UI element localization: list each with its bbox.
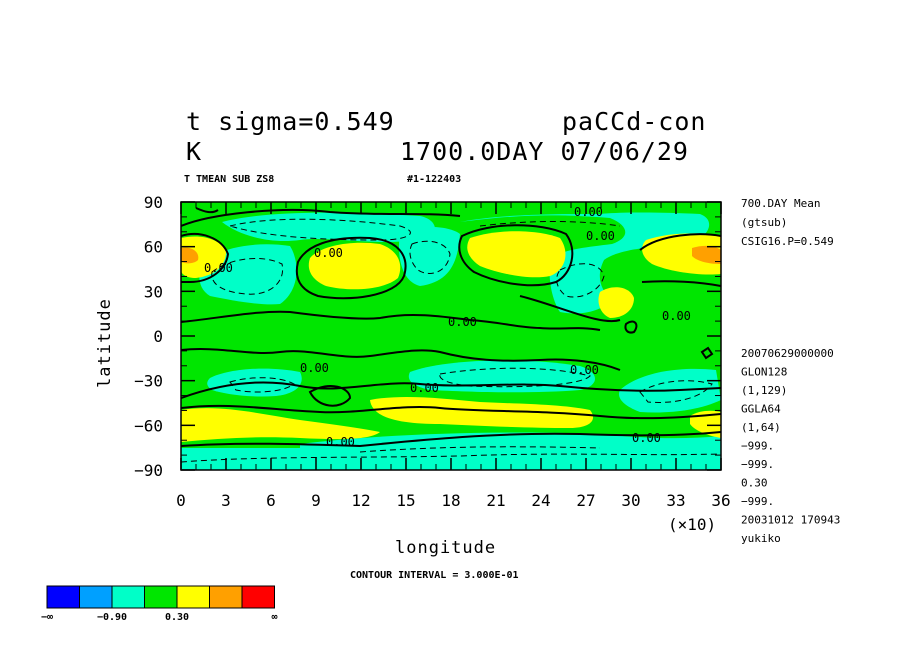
colorbar-swatch [79, 585, 113, 609]
info-line: 20070629000000 [741, 347, 834, 360]
title-variable: t sigma=0.549 [186, 107, 395, 136]
colorbar-level-label: ∞ [271, 612, 277, 623]
contour-label: 0.00 [326, 435, 355, 449]
info-line: −999. [741, 495, 774, 508]
colorbar-level-label: 0.30 [165, 612, 189, 623]
x-tick-label: 9 [311, 491, 321, 510]
contour-label: 0.00 [314, 246, 343, 260]
field-orange-regions [181, 245, 721, 264]
title-time: 1700.0DAY 07/06/29 [400, 137, 689, 166]
x-axis-multiplier: (×10) [668, 515, 716, 534]
x-tick-label: 27 [576, 491, 595, 510]
y-tick-label: 60 [144, 238, 163, 257]
y-axis-title: latitude [95, 298, 115, 388]
x-tick-label: 21 [486, 491, 505, 510]
contour-lines-dashed [181, 218, 721, 463]
colorbar: −∞ −0.90 0.30 ∞ [41, 585, 278, 623]
contour-label: 0.00 [632, 431, 661, 445]
colorbar-swatch [176, 585, 210, 609]
title-unit: K [186, 137, 202, 166]
contour-label: 0.00 [570, 363, 599, 377]
info-line: (gtsub) [741, 216, 787, 229]
info-line: 20031012 170943 [741, 514, 840, 527]
subtitle-run-id: #1-122403 [407, 174, 461, 185]
info-line: (1,129) [741, 384, 787, 397]
x-tick-label: 18 [441, 491, 460, 510]
contour-label: 0.00 [410, 381, 439, 395]
colorbar-swatch [209, 585, 243, 609]
x-tick-label: 36 [711, 491, 730, 510]
info-panel-top: 700.DAY Mean (gtsub) CSIG16.P=0.549 [741, 197, 834, 248]
x-tick-label: 6 [266, 491, 276, 510]
x-tick-label: 24 [531, 491, 550, 510]
contour-lines-solid [181, 207, 721, 448]
y-tick-label: 0 [153, 327, 163, 346]
info-line: (1,64) [741, 421, 781, 434]
x-tick-label: 0 [176, 491, 186, 510]
colorbar-swatch [111, 585, 145, 609]
contour-label: 0.00 [662, 309, 691, 323]
contour-label-group: 0.00 0.00 0.00 0.00 0.00 0.00 0.00 0.00 0.00 0.00… [204, 205, 691, 449]
y-tick-label: 30 [144, 282, 163, 301]
y-axis: 90 60 30 0 −30 −60 −90 [134, 193, 721, 480]
contour-label: 0.00 [586, 229, 615, 243]
x-tick-label: 30 [621, 491, 640, 510]
info-line: 700.DAY Mean [741, 197, 820, 210]
x-tick-label: 33 [666, 491, 685, 510]
colorbar-swatch [241, 585, 275, 609]
contour-label: 0.00 [574, 205, 603, 219]
y-tick-label: −90 [134, 461, 163, 480]
x-tick-label: 3 [221, 491, 231, 510]
contour-label: 0.00 [448, 315, 477, 329]
contour-label: 0.00 [204, 261, 233, 275]
x-tick-label: 15 [396, 491, 415, 510]
info-line: −999. [741, 440, 774, 453]
y-tick-label: −30 [134, 372, 163, 391]
info-line: 0.30 [741, 477, 768, 490]
title-experiment: paCCd-con [562, 107, 706, 136]
info-line: GGLA64 [741, 403, 781, 416]
y-tick-label: −60 [134, 416, 163, 435]
subtitle-field: T TMEAN SUB ZS8 [184, 174, 274, 185]
info-line: CSIG16.P=0.549 [741, 235, 834, 248]
contour-interval-text: CONTOUR INTERVAL = 3.000E-01 [350, 570, 519, 581]
info-line: yukiko [741, 532, 781, 545]
colorbar-swatch [144, 585, 178, 609]
y-tick-label: 90 [144, 193, 163, 212]
x-axis-title: longitude [395, 538, 496, 558]
x-tick-label: 12 [351, 491, 370, 510]
colorbar-level-label: −∞ [41, 612, 53, 623]
plot-area: 0.00 0.00 0.00 0.00 0.00 0.00 0.00 0.00 0.00 0.00… [180, 201, 722, 471]
colorbar-level-label: −0.90 [97, 612, 127, 623]
info-line: GLON128 [741, 366, 787, 379]
colorbar-swatch [46, 585, 80, 609]
contour-label: 0.00 [300, 361, 329, 375]
info-panel-bottom: 20070629000000 GLON128 (1,129) GGLA64 (1,64)… [741, 347, 840, 545]
x-axis: 0 3 6 9 12 15 18 21 24 27 30 33 36 [176, 202, 731, 510]
info-line: −999. [741, 458, 774, 471]
